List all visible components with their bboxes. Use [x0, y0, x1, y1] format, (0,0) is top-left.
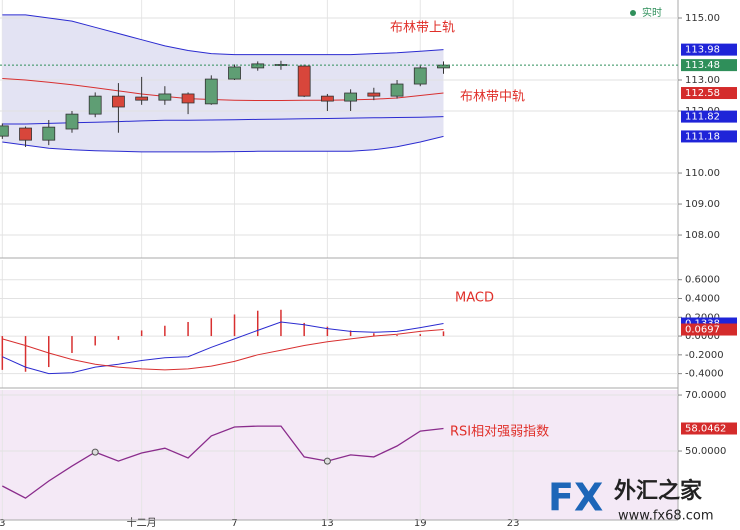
candle-body: [112, 95, 125, 108]
panel-title: MACD: [455, 291, 494, 306]
candle-body: [135, 96, 149, 101]
legend-marker: [630, 10, 636, 16]
panel-title: RSI相对强弱指数: [450, 425, 549, 440]
x-tick-label: 23: [507, 518, 520, 529]
y-tick-label: 50.0000: [685, 446, 726, 457]
point-marker: [323, 457, 331, 465]
series-line: [2, 14, 444, 56]
watermark-brand: FX: [548, 476, 603, 520]
watermark: FX 外汇之家 www.fx68.com: [548, 476, 714, 524]
series-label: 布林带上轨: [390, 21, 455, 36]
y-tick-label: 113.00: [685, 75, 720, 86]
value-tag: [681, 87, 737, 100]
series-line: [2, 321, 444, 375]
x-tick-label: 十二月: [127, 516, 157, 529]
y-tick-label: 70.0000: [685, 390, 726, 401]
value-tag-label: 113.48: [685, 60, 720, 71]
y-tick-label: 110.00: [685, 168, 720, 179]
series-line: [2, 78, 444, 101]
candle-body: [181, 93, 195, 104]
candle-body: [0, 125, 9, 137]
x-tick-label: 3: [0, 518, 6, 529]
candle-body: [228, 66, 241, 80]
candle-body: [320, 95, 334, 102]
series-line: [2, 135, 444, 153]
candle-body: [390, 83, 404, 97]
value-tag-label: 58.0462: [685, 424, 726, 435]
series-label: 布林带中轨: [460, 90, 525, 105]
y-tick-label: 0.0000: [685, 331, 720, 342]
candle-body: [367, 92, 381, 97]
value-tag: [681, 422, 737, 435]
point-marker: [91, 448, 99, 456]
candle-body: [344, 92, 358, 102]
value-tag: [681, 110, 737, 123]
x-tick-label: 19: [414, 518, 427, 529]
value-tag-label: 111.18: [685, 131, 720, 142]
y-tick-label: 0.6000: [685, 275, 720, 286]
value-tag-label: 111.82: [685, 112, 720, 123]
candle-body: [19, 127, 32, 141]
value-tag: [681, 59, 737, 72]
candle-body: [297, 65, 311, 97]
watermark-url: www.fx68.com: [618, 509, 714, 524]
candle-body: [251, 63, 265, 69]
y-tick-label: 108.00: [685, 230, 720, 241]
value-tag-label: 113.98: [685, 45, 720, 56]
candle-body: [65, 113, 79, 130]
candle-body: [204, 78, 218, 105]
y-tick-label: -0.2000: [685, 350, 724, 361]
value-tag: [681, 43, 737, 56]
y-tick-label: 115.00: [685, 13, 720, 24]
candle-body: [88, 95, 102, 115]
candle-body: [437, 64, 450, 69]
series-line: [1, 425, 444, 499]
y-tick-label: -0.4000: [685, 369, 724, 380]
candle-body: [42, 126, 56, 141]
value-tag: [681, 323, 737, 336]
watermark-name: 外汇之家: [614, 478, 703, 504]
y-tick-label: 109.00: [685, 199, 720, 210]
value-tag-label: 0.0697: [685, 325, 720, 336]
x-tick-label: 13: [321, 518, 334, 529]
rsi-background: [0, 390, 678, 520]
candle-body: [413, 67, 427, 85]
band-fill: [2, 14, 444, 152]
candle-body: [158, 93, 172, 101]
x-tick-label: 7: [231, 518, 237, 529]
value-tag: [681, 130, 737, 143]
series-line: [2, 329, 444, 371]
legend-label: 实时: [642, 6, 662, 19]
y-tick-label: 0.4000: [685, 294, 720, 305]
value-tag-label: 112.58: [685, 88, 720, 99]
